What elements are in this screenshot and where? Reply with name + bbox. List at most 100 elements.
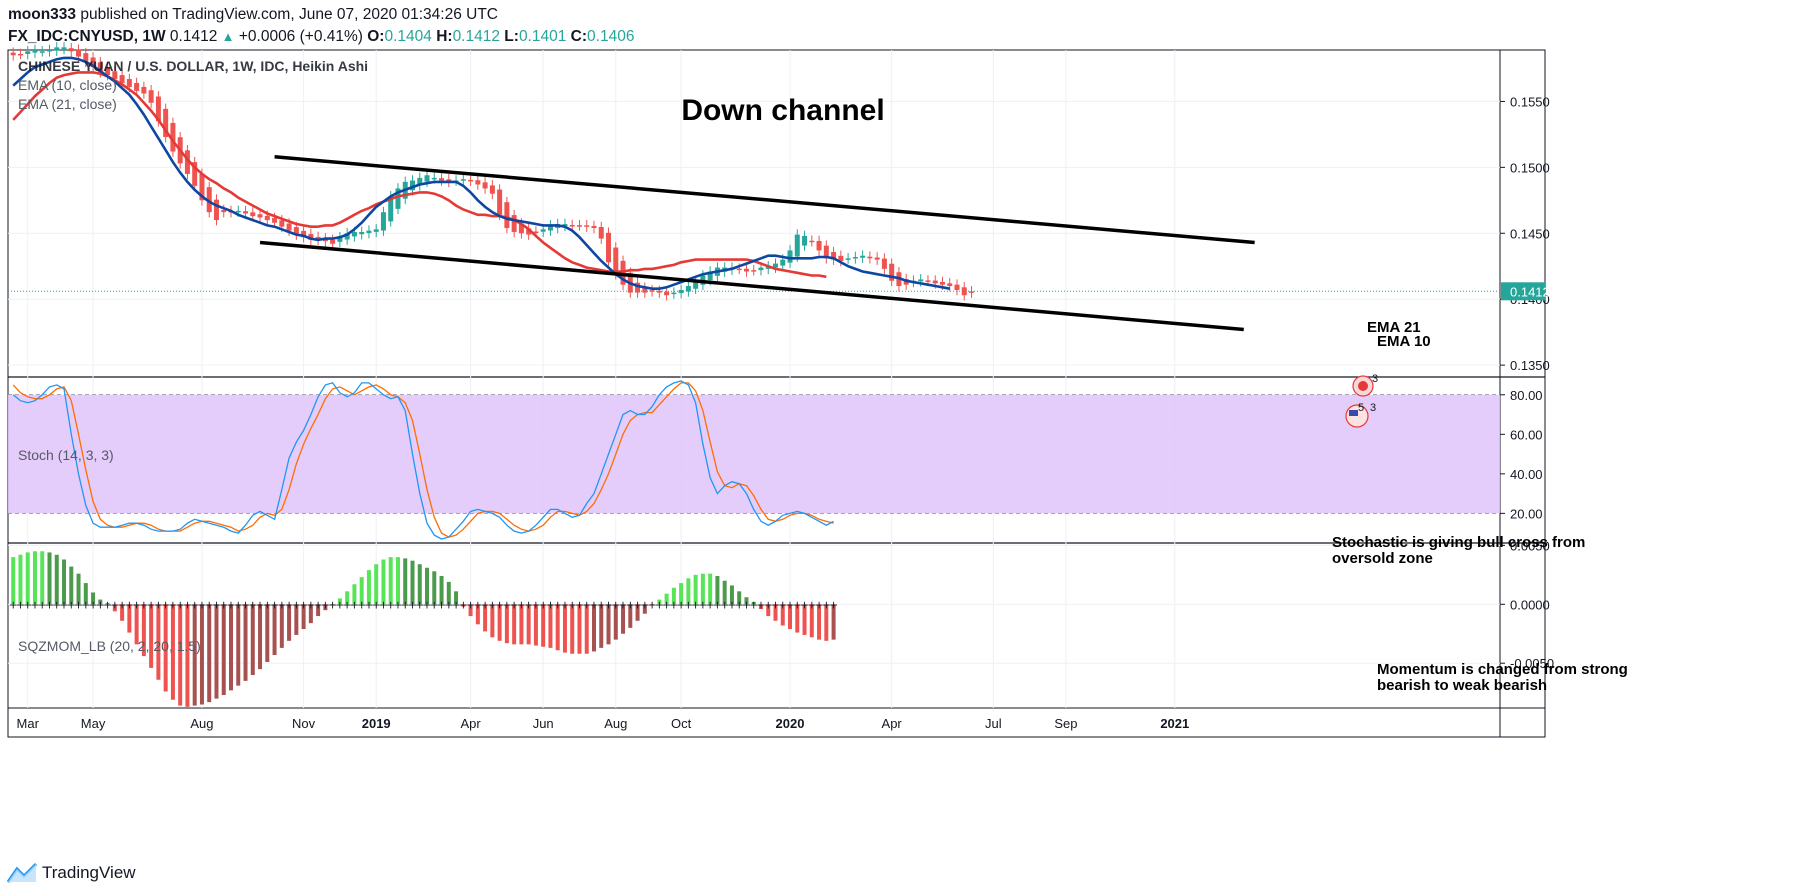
- squeeze-dot: +: [510, 598, 519, 611]
- squeeze-dot: +: [698, 598, 707, 611]
- candle-body: [562, 224, 568, 226]
- y-tick-label: 0.1500: [1510, 160, 1550, 175]
- candle-body: [264, 215, 270, 221]
- candle-body: [526, 228, 532, 235]
- candle-body: [199, 173, 205, 201]
- squeeze-dot: +: [524, 598, 533, 611]
- squeeze-dot: +: [154, 598, 163, 611]
- candle-body: [388, 196, 394, 222]
- squeeze-dot: +: [9, 598, 18, 611]
- chart-frame: [7, 49, 1546, 738]
- y-tick-label: -0.0050: [1510, 656, 1554, 671]
- ema-21-legend: EMA (21, close): [18, 96, 117, 112]
- squeeze-dot: +: [793, 598, 802, 611]
- y-tick-label: 0.1350: [1510, 358, 1550, 373]
- candle-body: [286, 223, 292, 231]
- candles: [10, 42, 975, 301]
- squeeze-dot: +: [161, 598, 170, 611]
- x-tick-label: Mar: [17, 716, 40, 731]
- down-channel-annotation: Down channel: [681, 94, 884, 127]
- squeeze-dot: +: [553, 598, 562, 611]
- candle-body: [250, 212, 256, 217]
- candle-body: [802, 235, 808, 246]
- candle-body: [932, 280, 938, 284]
- candle-body: [497, 189, 503, 215]
- squeeze-dot: +: [117, 598, 126, 611]
- squeeze-dot: +: [277, 598, 286, 611]
- squeeze-dot: +: [139, 598, 148, 611]
- last-price-tag: [1501, 282, 1545, 301]
- squeeze-dot: +: [742, 598, 751, 611]
- ema-lines: [8, 56, 1500, 292]
- ohlc-bar: FX_IDC:CNYUSD, 1W 0.1412 ▲ +0.0006 (+0.4…: [8, 28, 634, 46]
- candle-body: [39, 51, 45, 53]
- squeeze-dot: +: [451, 598, 460, 611]
- candle-body: [424, 175, 430, 182]
- squeeze-dot: +: [393, 598, 402, 611]
- squeeze-dot: +: [408, 598, 417, 611]
- price-axes: Mar May Aug Nov 2019 Apr Jun Aug Oct 2020 Apr Jul Se…: [17, 94, 1555, 731]
- last-price: 0.1412: [169, 28, 218, 45]
- stoch-k-line: [12, 380, 834, 540]
- squeeze-dot: +: [248, 598, 257, 611]
- candle-body: [794, 234, 800, 257]
- squeeze-dot: +: [67, 598, 76, 611]
- us-flag-canton-icon: [1349, 410, 1358, 416]
- squeeze-dot: +: [502, 598, 511, 611]
- squeeze-dot: +: [785, 598, 794, 611]
- ema-10-annotation: EMA 10: [1377, 333, 1431, 350]
- candle-body: [678, 289, 684, 294]
- squeeze-dot: +: [132, 598, 141, 611]
- squeeze-dot: +: [234, 598, 243, 611]
- squeeze-dot: +: [611, 598, 620, 611]
- squeeze-dot: +: [778, 598, 787, 611]
- publisher-name[interactable]: moon333: [8, 6, 77, 23]
- squeeze-dot: +: [16, 598, 25, 611]
- low-value: 0.1401: [518, 28, 567, 45]
- candle-body: [823, 245, 829, 259]
- event-flags: 35 3: [1345, 373, 1378, 428]
- squeeze-dot: +: [546, 598, 555, 611]
- squeeze-dot: +: [480, 598, 489, 611]
- candle-body: [939, 281, 945, 285]
- candle-body: [257, 214, 263, 218]
- candle-body: [439, 178, 445, 181]
- tradingview-brand[interactable]: TradingView: [42, 863, 136, 882]
- channel-lower-line: [259, 240, 1244, 332]
- squeeze-dot: +: [52, 598, 61, 611]
- squeeze-dot: +: [30, 598, 39, 611]
- squeeze-dot: +: [626, 598, 635, 611]
- candle-body: [308, 234, 314, 240]
- squeeze-dot: +: [691, 598, 700, 611]
- stoch-annotation: Stochastic is giving bull cross from: [1332, 534, 1585, 551]
- x-tick-label: Aug: [190, 716, 213, 731]
- candle-body: [351, 231, 357, 237]
- momentum-pane-title: SQZMOM_LB (20, 2, 20, 1.5): [18, 638, 201, 654]
- squeeze-dot: +: [372, 598, 381, 611]
- candle-body: [860, 255, 866, 258]
- squeeze-dot: +: [183, 598, 192, 611]
- close-value: 0.1406: [587, 28, 635, 45]
- squeeze-dot: +: [764, 598, 773, 611]
- y-tick-label: 0.1450: [1510, 226, 1550, 241]
- candle-body: [881, 258, 887, 269]
- squeeze-dot: +: [713, 598, 722, 611]
- squeeze-dot: +: [292, 598, 301, 611]
- squeeze-dot: +: [517, 598, 526, 611]
- open-label: O:: [367, 28, 385, 45]
- squeeze-dot: +: [59, 598, 68, 611]
- high-value: 0.1412: [452, 28, 500, 45]
- channel-upper-line: [274, 155, 1255, 245]
- squeeze-dot: +: [647, 598, 656, 611]
- open-value: 0.1404: [384, 28, 432, 45]
- high-label: H:: [436, 28, 453, 45]
- squeeze-dot: +: [88, 598, 97, 611]
- squeeze-dot: +: [633, 598, 642, 611]
- candle-body: [97, 62, 103, 73]
- candle-body: [751, 270, 757, 272]
- stoch-annotation: oversold zone: [1332, 550, 1433, 567]
- candle-body: [25, 51, 31, 54]
- candle-body: [809, 240, 815, 243]
- candle-body: [947, 283, 953, 287]
